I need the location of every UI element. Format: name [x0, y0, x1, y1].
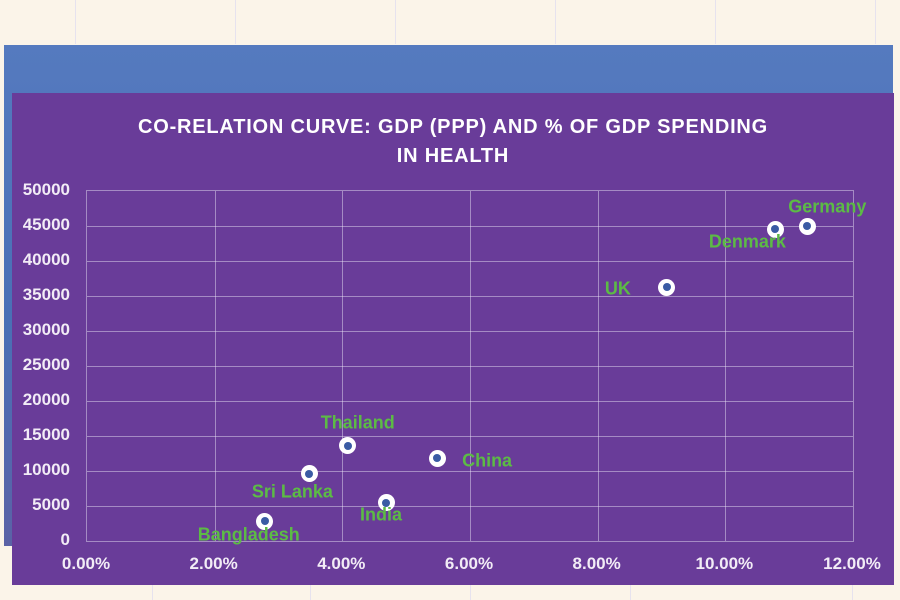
x-axis-tick-label: 12.00% [823, 554, 881, 573]
chart-title-line-2: IN HEALTH [396, 145, 510, 167]
gridline-horizontal [87, 436, 853, 437]
y-axis-tick-label: 40000 [22, 250, 70, 269]
y-axis-tick-label: 15000 [22, 425, 70, 444]
point-label-thailand: Thailand [320, 412, 395, 432]
spreadsheet-gridline [715, 0, 716, 44]
point-label-bangladesh: Bangladesh [197, 524, 300, 545]
plot-area [86, 190, 854, 542]
chart-title: CO-RELATION CURVE: GDP (PPP) AND % OF GD… [12, 113, 894, 171]
spreadsheet-gridline [875, 0, 876, 44]
data-point-uk [658, 278, 676, 296]
gridline-horizontal [87, 471, 853, 472]
point-label-sri-lanka: Sri Lanka [251, 481, 333, 501]
y-axis-tick-label: 45000 [22, 215, 70, 234]
gridline-horizontal [87, 296, 853, 297]
data-point-germany [798, 217, 816, 235]
x-axis-tick-label: 4.00% [317, 554, 366, 573]
data-point-dot [662, 283, 671, 292]
gridline-horizontal [87, 401, 853, 402]
data-point-india [377, 494, 395, 512]
x-axis-tick-label: 10.00% [695, 554, 754, 573]
y-axis-tick-label: 50000 [22, 180, 70, 199]
gridline-horizontal [87, 331, 853, 332]
chart-title-line-1: CO-RELATION CURVE: GDP (PPP) AND % OF GD… [137, 116, 769, 138]
y-axis-tick-label: 20000 [22, 390, 70, 409]
data-point-dot [803, 222, 812, 231]
data-point-denmark [766, 220, 784, 238]
y-axis-tick-label: 30000 [22, 320, 70, 339]
gridline-vertical [342, 191, 344, 541]
data-point-thailand [339, 437, 357, 454]
spreadsheet-gridline [75, 0, 76, 44]
x-axis-tick-label: 6.00% [444, 554, 494, 573]
gridline-horizontal [87, 506, 853, 507]
chart-frame-border: CO-RELATION CURVE: GDP (PPP) AND % OF GD… [4, 45, 894, 585]
spreadsheet-gridline [555, 0, 556, 44]
scatter-chart: CO-RELATION CURVE: GDP (PPP) AND % OF GD… [12, 93, 894, 585]
gridline-vertical [725, 191, 727, 541]
y-axis-tick-label: 25000 [22, 355, 70, 374]
data-point-dot [382, 498, 391, 507]
gridline-vertical [470, 191, 471, 541]
gridline-horizontal [87, 261, 853, 262]
data-point-dot [433, 454, 442, 463]
point-label-uk: UK [604, 278, 631, 299]
data-point-dot [343, 441, 352, 450]
gridline-horizontal [87, 226, 853, 227]
spreadsheet-gridline [235, 0, 236, 44]
y-axis-tick-label: 10000 [22, 460, 70, 479]
point-label-india: India [360, 504, 403, 525]
point-label-denmark: Denmark [708, 231, 786, 252]
x-axis-tick-label: 0.00% [61, 554, 111, 573]
y-axis-tick-label: 0 [60, 530, 70, 549]
point-label-germany: Germany [788, 196, 867, 217]
gridline-vertical [597, 191, 599, 541]
spreadsheet-gridline [395, 0, 396, 44]
data-point-dot [771, 225, 780, 234]
gridline-horizontal [87, 366, 853, 367]
gridline-vertical [214, 191, 216, 541]
x-axis-tick-label: 2.00% [189, 554, 238, 573]
y-axis-tick-label: 5000 [32, 495, 70, 514]
data-point-china [428, 449, 446, 467]
data-point-dot [260, 517, 269, 526]
point-label-china: China [462, 450, 513, 471]
data-point-bangladesh [256, 512, 274, 530]
x-axis-tick-label: 8.00% [572, 554, 621, 573]
y-axis-tick-label: 35000 [22, 285, 70, 304]
data-point-dot [305, 469, 314, 478]
data-point-sri-lanka [300, 465, 318, 482]
